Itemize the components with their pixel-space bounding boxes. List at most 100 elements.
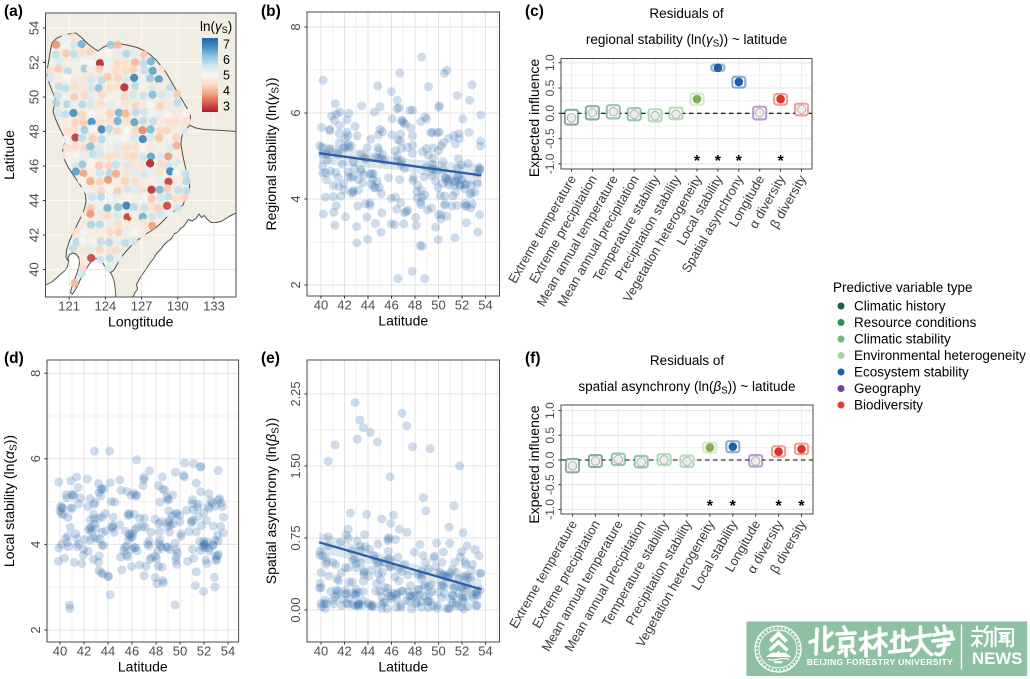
svg-text:3: 3 xyxy=(223,99,230,113)
svg-text:1.0: 1.0 xyxy=(543,402,557,419)
svg-text:BEIJING FORESTRY UNIVERSITY: BEIJING FORESTRY UNIVERSITY xyxy=(807,657,954,667)
svg-text:124: 124 xyxy=(95,299,117,314)
svg-text:Ecosystem stability: Ecosystem stability xyxy=(854,365,969,380)
svg-text:Predictive variable type: Predictive variable type xyxy=(833,280,973,295)
svg-text:Latitude: Latitude xyxy=(378,659,428,675)
svg-text:Resource conditions: Resource conditions xyxy=(854,315,977,330)
svg-text:0.0: 0.0 xyxy=(543,451,557,468)
svg-text:(c): (c) xyxy=(525,3,544,20)
svg-text:*: * xyxy=(775,498,782,515)
svg-text:Biodiversity: Biodiversity xyxy=(854,398,923,413)
svg-text:133: 133 xyxy=(203,299,225,314)
svg-text:0.0: 0.0 xyxy=(543,105,557,122)
svg-text:48: 48 xyxy=(149,644,163,659)
svg-text:(f): (f) xyxy=(525,350,541,367)
svg-text:46: 46 xyxy=(125,644,139,659)
svg-text:-0.5: -0.5 xyxy=(543,128,557,149)
svg-text:48: 48 xyxy=(408,644,422,659)
svg-text:NEWS: NEWS xyxy=(972,649,1022,668)
svg-text:40: 40 xyxy=(314,644,328,659)
svg-text:ln(γS): ln(γS) xyxy=(200,19,232,35)
svg-text:44: 44 xyxy=(101,644,115,659)
svg-text:Geography: Geography xyxy=(854,381,921,396)
svg-text:*: * xyxy=(730,498,737,515)
svg-text:42: 42 xyxy=(27,228,42,242)
svg-text:(d): (d) xyxy=(4,350,24,367)
svg-text:4: 4 xyxy=(223,84,230,98)
svg-text:Latitude: Latitude xyxy=(378,313,428,329)
svg-text:2: 2 xyxy=(288,281,303,288)
svg-text:Environmental heterogeneity: Environmental heterogeneity xyxy=(854,348,1026,363)
svg-text:spatial asynchrony (ln(βS)) ~: spatial asynchrony (ln(βS)) ~ latitude xyxy=(578,379,795,396)
svg-text:*: * xyxy=(707,498,714,515)
svg-text:(a): (a) xyxy=(4,3,23,20)
svg-text:46: 46 xyxy=(384,298,398,313)
svg-text:5: 5 xyxy=(223,69,230,83)
svg-text:regional stability (ln(γS)) ~: regional stability (ln(γS)) ~ latitude xyxy=(586,32,787,49)
svg-text:6: 6 xyxy=(28,455,43,462)
svg-text:50: 50 xyxy=(431,644,445,659)
svg-text:4: 4 xyxy=(28,541,43,548)
svg-text:*: * xyxy=(798,498,805,515)
svg-text:46: 46 xyxy=(27,159,42,173)
svg-text:130: 130 xyxy=(167,299,189,314)
svg-text:1.50: 1.50 xyxy=(288,453,303,478)
svg-text:Regional stability (ln(γS)): Regional stability (ln(γS)) xyxy=(263,77,282,230)
svg-text:Expected influence: Expected influence xyxy=(526,59,542,178)
svg-text:0.75: 0.75 xyxy=(288,525,303,550)
svg-text:Residuals of: Residuals of xyxy=(650,353,725,368)
svg-text:54: 54 xyxy=(221,644,235,659)
svg-text:(e): (e) xyxy=(261,350,280,367)
svg-text:52: 52 xyxy=(455,644,469,659)
svg-text:0.5: 0.5 xyxy=(543,427,557,444)
svg-text:-1.0: -1.0 xyxy=(543,153,557,174)
svg-text:44: 44 xyxy=(27,193,42,207)
svg-text:52: 52 xyxy=(27,55,42,69)
svg-text:48: 48 xyxy=(27,124,42,138)
svg-text:2: 2 xyxy=(28,626,43,633)
svg-text:*: * xyxy=(736,153,743,170)
svg-text:44: 44 xyxy=(361,298,375,313)
svg-text:8: 8 xyxy=(28,370,43,377)
svg-text:0.5: 0.5 xyxy=(543,79,557,96)
svg-text:Latitude: Latitude xyxy=(1,130,17,180)
svg-text:Expected influence: Expected influence xyxy=(526,405,542,524)
svg-text:8: 8 xyxy=(288,23,303,30)
svg-text:40: 40 xyxy=(314,298,328,313)
svg-text:0.00: 0.00 xyxy=(288,597,303,622)
svg-text:-0.5: -0.5 xyxy=(543,474,557,495)
svg-text:54: 54 xyxy=(478,644,492,659)
svg-text:40: 40 xyxy=(27,262,42,276)
svg-text:42: 42 xyxy=(337,298,351,313)
svg-text:(b): (b) xyxy=(261,3,281,20)
svg-text:Spatial asynchrony (ln(βS)): Spatial asynchrony (ln(βS)) xyxy=(263,418,282,584)
svg-text:52: 52 xyxy=(455,298,469,313)
svg-text:52: 52 xyxy=(197,644,211,659)
svg-text:44: 44 xyxy=(361,644,375,659)
svg-text:*: * xyxy=(715,153,722,170)
svg-text:121: 121 xyxy=(58,299,80,314)
svg-text:1.0: 1.0 xyxy=(543,54,557,71)
svg-text:4: 4 xyxy=(288,195,303,202)
svg-text:Latitude: Latitude xyxy=(118,659,168,675)
svg-text:40: 40 xyxy=(53,644,67,659)
svg-text:Local stability (ln(αS)): Local stability (ln(αS)) xyxy=(1,435,20,567)
svg-text:Residuals of: Residuals of xyxy=(649,6,724,21)
svg-text:48: 48 xyxy=(408,298,422,313)
svg-text:50: 50 xyxy=(173,644,187,659)
svg-text:7: 7 xyxy=(223,38,230,52)
svg-text:Longtitude: Longtitude xyxy=(108,314,174,330)
svg-text:127: 127 xyxy=(131,299,153,314)
svg-text:-1.0: -1.0 xyxy=(543,499,557,520)
svg-text:50: 50 xyxy=(431,298,445,313)
svg-text:54: 54 xyxy=(478,298,492,313)
svg-text:42: 42 xyxy=(337,644,351,659)
svg-text:2.25: 2.25 xyxy=(288,381,303,406)
svg-text:Climatic history: Climatic history xyxy=(854,299,946,314)
svg-text:54: 54 xyxy=(27,21,42,35)
svg-text:*: * xyxy=(694,153,701,170)
svg-text:Climatic stability: Climatic stability xyxy=(854,332,951,347)
svg-text:42: 42 xyxy=(77,644,91,659)
svg-text:6: 6 xyxy=(223,53,230,67)
svg-text:46: 46 xyxy=(384,644,398,659)
